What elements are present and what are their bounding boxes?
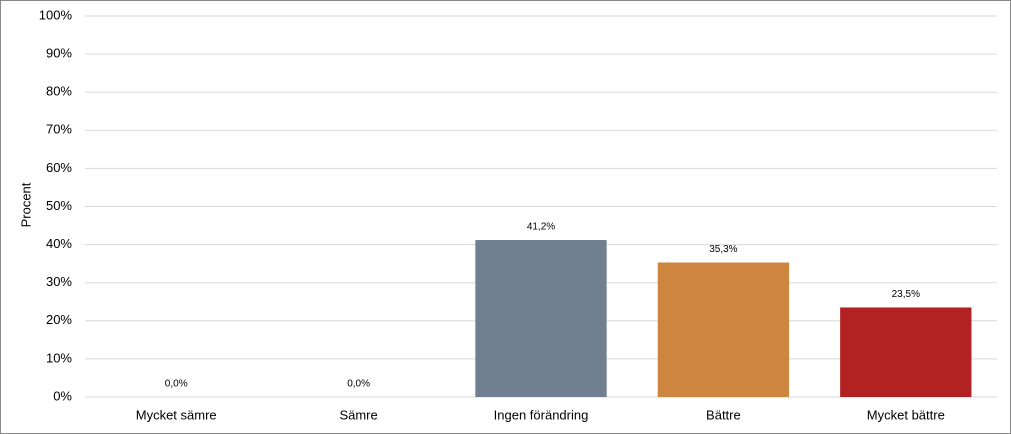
- y-tick-label: 40%: [46, 236, 72, 251]
- y-tick-label: 0%: [53, 388, 72, 403]
- value-label: 0,0%: [347, 379, 370, 390]
- y-tick-label: 20%: [46, 312, 72, 327]
- x-tick-label: Mycket bättre: [867, 407, 945, 422]
- value-label: 35,3%: [709, 244, 737, 255]
- bar: [840, 307, 972, 397]
- x-tick-label: Mycket sämre: [136, 407, 217, 422]
- bar: [475, 240, 607, 397]
- x-tick-label: Ingen förändring: [494, 407, 589, 422]
- y-tick-label: 90%: [46, 46, 72, 61]
- x-tick-label: Sämre: [339, 407, 377, 422]
- y-tick-label: 100%: [39, 7, 73, 22]
- x-tick-label: Bättre: [706, 407, 741, 422]
- bar: [657, 262, 790, 397]
- y-tick-label: 80%: [46, 84, 72, 99]
- y-tick-label: 60%: [46, 160, 72, 175]
- value-label: 0,0%: [165, 379, 188, 390]
- y-axis-label: Procent: [18, 182, 33, 227]
- value-label: 23,5%: [892, 289, 920, 300]
- y-tick-label: 10%: [46, 350, 72, 365]
- value-label: 41,2%: [527, 222, 555, 233]
- y-tick-label: 70%: [46, 122, 72, 137]
- y-tick-label: 50%: [46, 198, 72, 213]
- y-tick-label: 30%: [46, 274, 72, 289]
